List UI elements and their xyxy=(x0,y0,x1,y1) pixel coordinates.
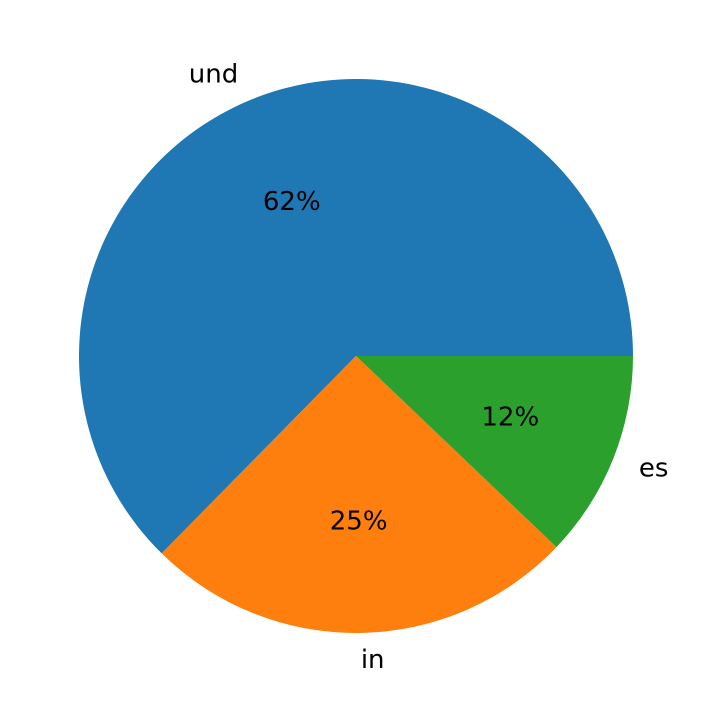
slice-label: in xyxy=(361,645,385,675)
slice-label: und xyxy=(189,59,238,89)
pie-slice xyxy=(161,356,557,634)
percent-label: 12% xyxy=(481,402,539,432)
pie-slice xyxy=(78,78,633,554)
pie-slice xyxy=(356,356,633,548)
percent-label: 62% xyxy=(263,187,321,217)
percent-label: 25% xyxy=(330,507,388,537)
slice-label: es xyxy=(639,454,669,484)
